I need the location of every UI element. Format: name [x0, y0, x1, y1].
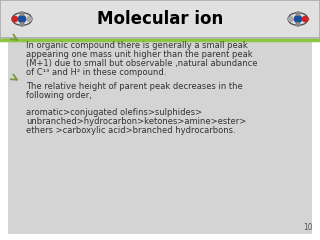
- Circle shape: [294, 15, 302, 23]
- Circle shape: [302, 16, 308, 22]
- Circle shape: [296, 23, 300, 26]
- Text: appearing one mass unit higher than the parent peak: appearing one mass unit higher than the …: [26, 50, 252, 59]
- Circle shape: [20, 23, 24, 26]
- Text: following order,: following order,: [26, 91, 92, 100]
- Text: (M+1) due to small but observable ,natural abundance: (M+1) due to small but observable ,natur…: [26, 59, 258, 68]
- Text: 10: 10: [303, 223, 313, 232]
- Text: of C¹³ and H² in these compound.: of C¹³ and H² in these compound.: [26, 68, 166, 77]
- Circle shape: [12, 16, 18, 22]
- Circle shape: [289, 17, 293, 21]
- Text: unbranched>hydrocarbon>ketones>amine>ester>: unbranched>hydrocarbon>ketones>amine>est…: [26, 117, 246, 126]
- Bar: [0, 0, 320, 38]
- Bar: [8, 42, 312, 234]
- Circle shape: [20, 12, 24, 15]
- Text: aromatic>conjugated olefins>sulphides>: aromatic>conjugated olefins>sulphides>: [26, 108, 202, 117]
- Circle shape: [18, 15, 26, 23]
- Text: Molecular ion: Molecular ion: [97, 10, 223, 28]
- Circle shape: [296, 12, 300, 15]
- Circle shape: [27, 17, 31, 21]
- Text: The relative height of parent peak decreases in the: The relative height of parent peak decre…: [26, 82, 243, 91]
- Text: In organic compound there is generally a small peak: In organic compound there is generally a…: [26, 41, 248, 50]
- Text: ethers >carboxylic acid>branched hydrocarbons.: ethers >carboxylic acid>branched hydroca…: [26, 126, 236, 135]
